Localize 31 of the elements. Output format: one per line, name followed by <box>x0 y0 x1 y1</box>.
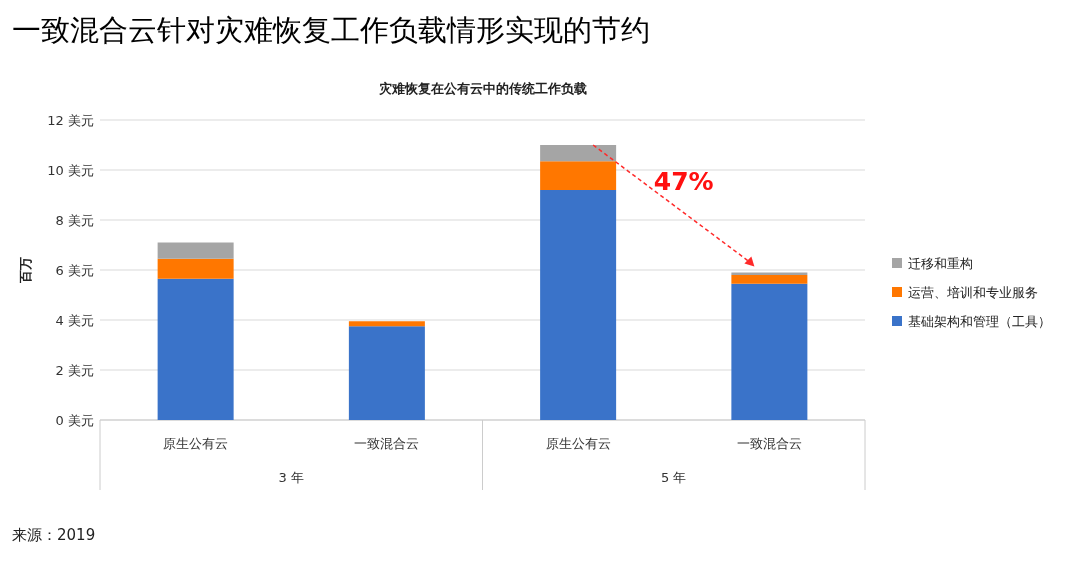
y-axis-title: 百万 <box>18 257 33 284</box>
y-tick-label: 8 美元 <box>55 213 94 228</box>
y-tick-label: 12 美元 <box>47 113 94 128</box>
legend-label: 迁移和重构 <box>908 256 973 271</box>
bar <box>348 321 425 327</box>
annotation: 47% <box>653 167 714 196</box>
text: 3 年 <box>278 470 304 485</box>
y-tick-label: 2 美元 <box>55 363 94 378</box>
x-tick-label: 原生公有云 <box>163 436 229 451</box>
x-tick-label: 一致混合云 <box>736 436 802 451</box>
bar <box>157 278 234 420</box>
bar <box>731 283 808 420</box>
bar <box>731 275 808 284</box>
chart-title: 一致混合云针对灾难恢复工作负载情形实现的节约 <box>12 13 650 47</box>
legend-label: 基础架构和管理（工具） <box>908 314 1051 329</box>
bar <box>540 190 617 420</box>
chart-subtitle: 灾难恢复在公有云中的传统工作负载 <box>378 81 587 96</box>
bar <box>540 145 617 162</box>
y-tick-label: 4 美元 <box>55 313 94 328</box>
bar <box>157 242 234 259</box>
x-tick-label: 一致混合云 <box>354 436 420 451</box>
text: 5 年 <box>661 470 687 485</box>
bar <box>348 326 425 420</box>
legend-label: 运营、培训和专业服务 <box>908 285 1038 300</box>
bar <box>157 258 234 279</box>
y-tick-label: 6 美元 <box>55 263 94 278</box>
bar <box>540 161 617 190</box>
y-tick-label: 10 美元 <box>47 163 94 178</box>
y-tick-label: 0 美元 <box>55 413 94 428</box>
x-tick-label: 原生公有云 <box>545 436 611 451</box>
source-note: 来源：2019 <box>12 526 96 544</box>
